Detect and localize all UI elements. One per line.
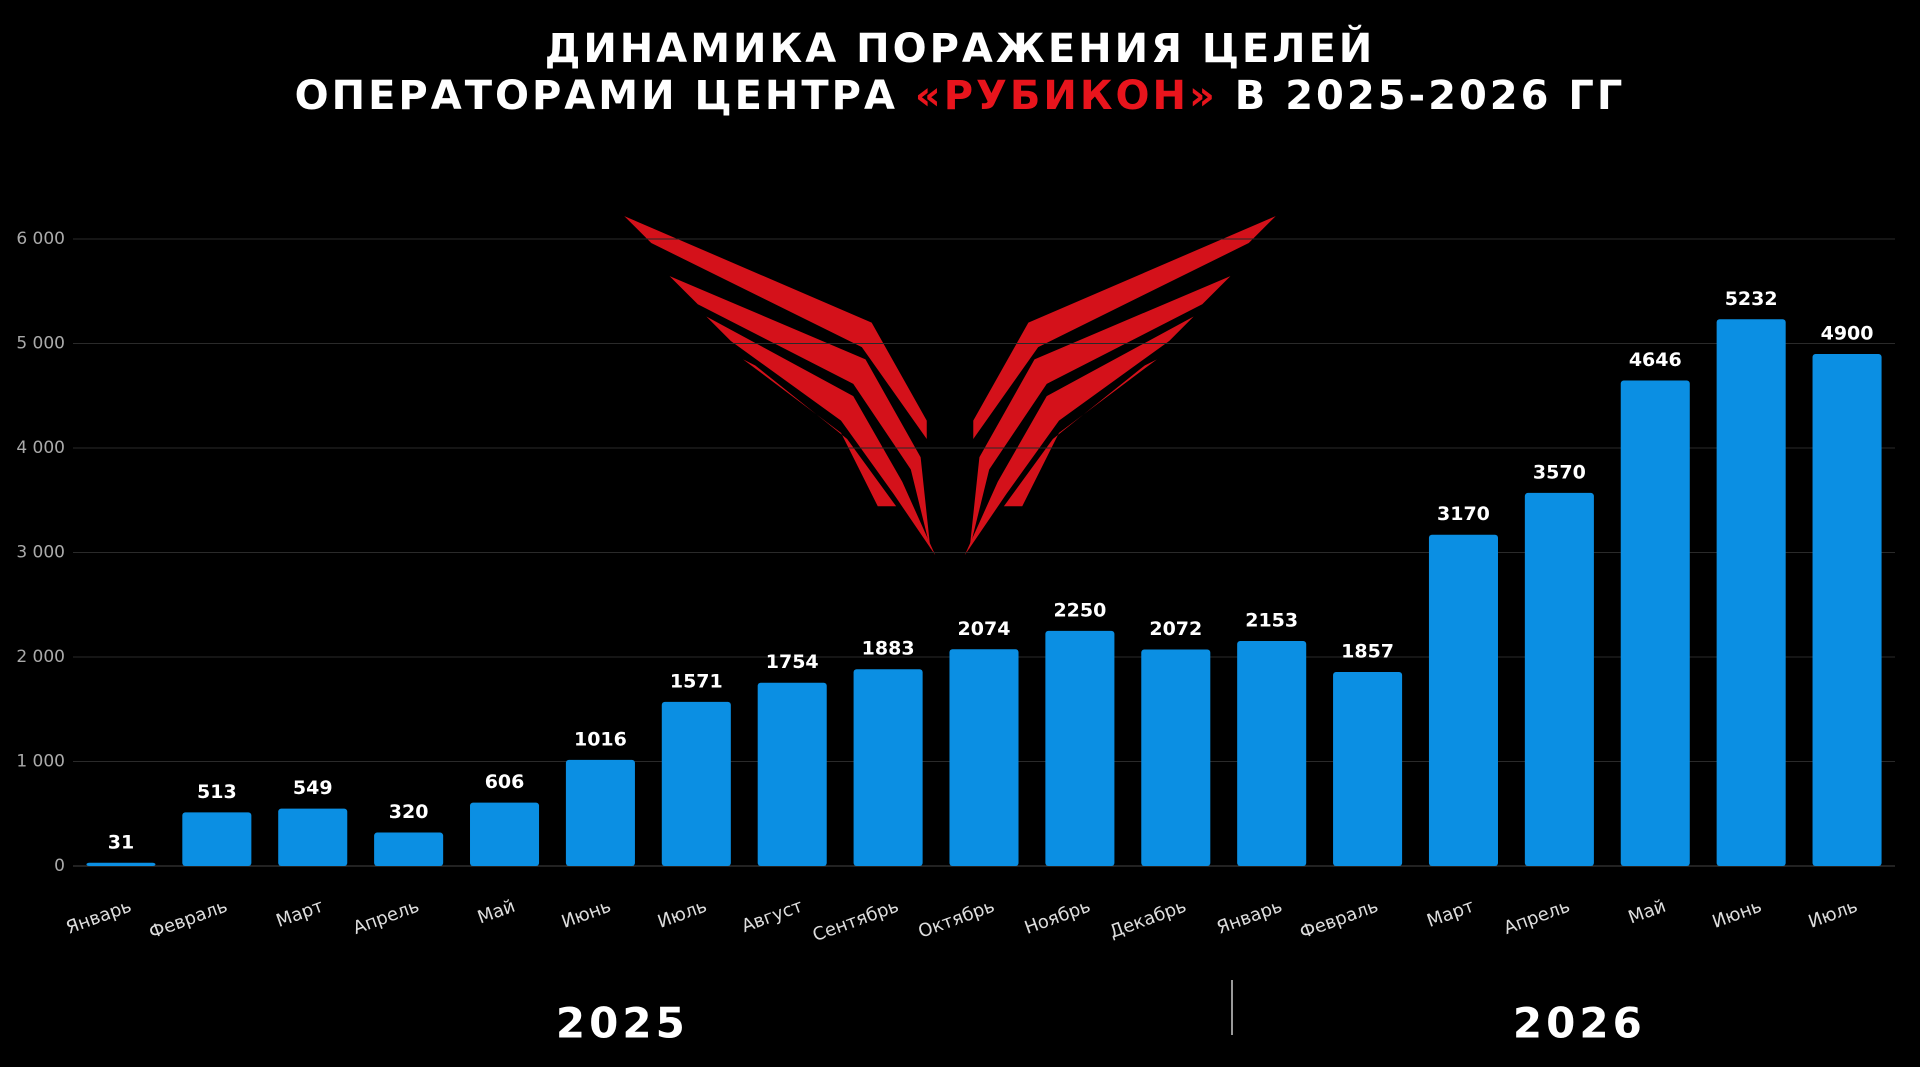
value-label: 1016 bbox=[574, 728, 627, 750]
value-label: 4900 bbox=[1821, 322, 1874, 344]
title-part: «РУБИКОН» bbox=[915, 73, 1218, 119]
bar bbox=[86, 862, 156, 866]
bar bbox=[1524, 492, 1594, 866]
bar bbox=[853, 669, 923, 866]
bar bbox=[1716, 319, 1786, 867]
y-tick-label: 5 000 bbox=[16, 334, 65, 354]
chart-title: ОПЕРАТОРАМИ ЦЕНТРА «РУБИКОН» В 2025-2026… bbox=[295, 73, 1626, 119]
y-tick-label: 2 000 bbox=[16, 647, 65, 667]
bar bbox=[1812, 353, 1882, 866]
y-tick-label: 0 bbox=[54, 856, 65, 876]
bar bbox=[661, 701, 731, 866]
y-tick-label: 3 000 bbox=[16, 543, 65, 563]
value-label: 1857 bbox=[1341, 640, 1394, 662]
value-label: 513 bbox=[197, 781, 237, 803]
value-label: 4646 bbox=[1629, 349, 1682, 371]
bar bbox=[1428, 534, 1498, 866]
value-label: 2072 bbox=[1149, 618, 1202, 640]
value-label: 31 bbox=[108, 831, 134, 853]
title-part: ДИНАМИКА ПОРАЖЕНИЯ ЦЕЛЕЙ bbox=[545, 24, 1376, 72]
value-label: 2074 bbox=[958, 618, 1011, 640]
value-label: 2250 bbox=[1053, 599, 1106, 621]
year-label: 2025 bbox=[556, 999, 689, 1048]
bar bbox=[470, 802, 540, 866]
value-label: 3170 bbox=[1437, 503, 1490, 525]
value-label: 1883 bbox=[862, 638, 915, 660]
bar bbox=[1620, 380, 1690, 866]
value-label: 5232 bbox=[1725, 288, 1778, 310]
bar bbox=[949, 649, 1019, 866]
value-label: 320 bbox=[389, 801, 429, 823]
bar bbox=[182, 812, 252, 866]
value-label: 3570 bbox=[1533, 461, 1586, 483]
value-label: 2153 bbox=[1245, 610, 1298, 632]
bar bbox=[757, 682, 827, 866]
bar bbox=[374, 832, 444, 866]
bar bbox=[565, 759, 635, 866]
logo bbox=[624, 216, 1276, 556]
bar bbox=[1045, 630, 1115, 866]
y-tick-label: 1 000 bbox=[16, 752, 65, 772]
title-part: В 2025-2026 ГГ bbox=[1218, 73, 1626, 119]
bar bbox=[1237, 641, 1307, 866]
chart-title: ДИНАМИКА ПОРАЖЕНИЯ ЦЕЛЕЙ bbox=[545, 24, 1376, 72]
value-label: 1571 bbox=[670, 670, 723, 692]
value-label: 549 bbox=[293, 777, 333, 799]
title-part: ОПЕРАТОРАМИ ЦЕНТРА bbox=[295, 73, 915, 119]
year-label: 2026 bbox=[1513, 999, 1646, 1048]
y-tick-label: 4 000 bbox=[16, 438, 65, 458]
bar bbox=[1333, 671, 1403, 866]
value-label: 1754 bbox=[766, 651, 819, 673]
bar bbox=[1141, 649, 1211, 866]
bar bbox=[278, 808, 348, 866]
y-tick-label: 6 000 bbox=[16, 229, 65, 249]
value-label: 606 bbox=[485, 771, 525, 793]
